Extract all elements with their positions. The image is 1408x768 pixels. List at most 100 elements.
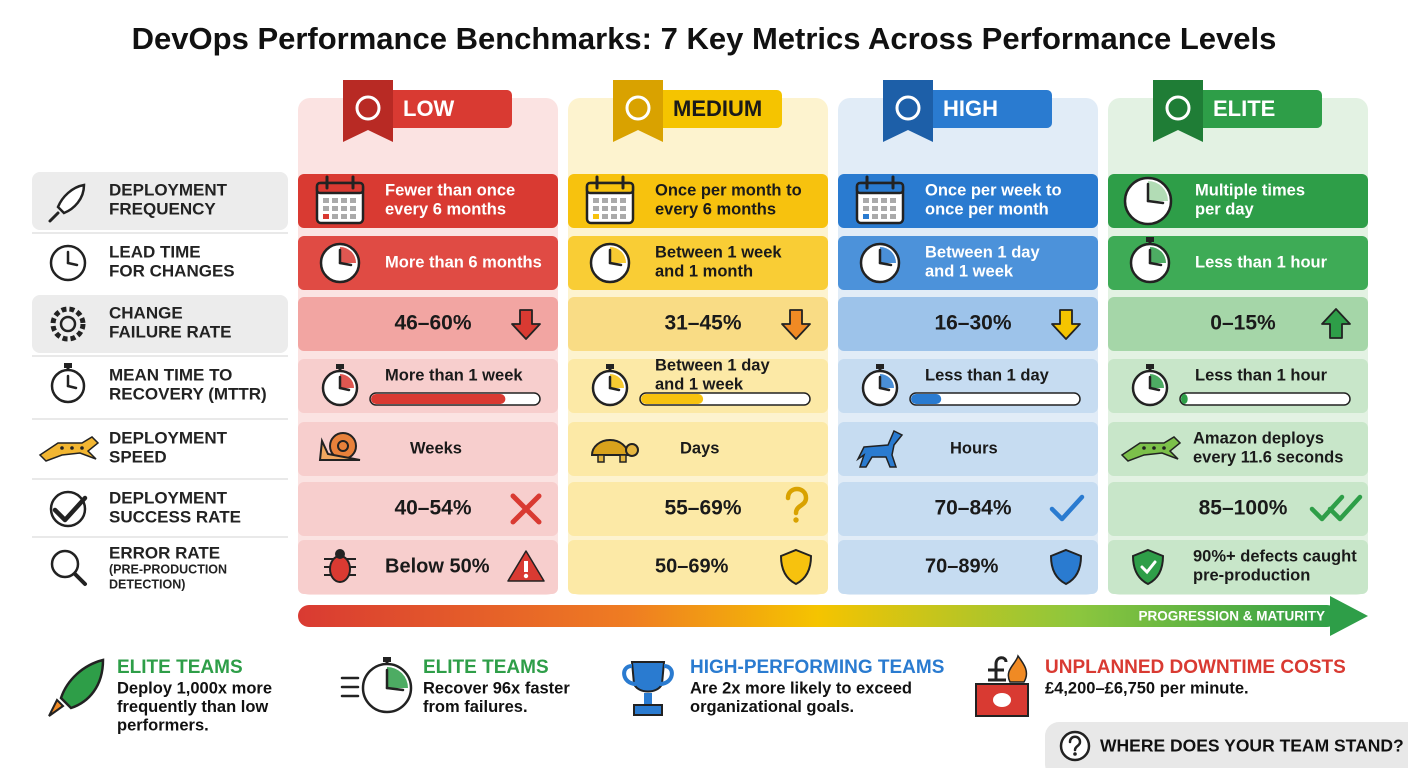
cell-text: Once per week to xyxy=(925,181,1062,199)
cell-value: 50–69% xyxy=(655,555,729,577)
snail-spiral xyxy=(337,440,349,452)
shield-body xyxy=(779,548,813,586)
cell-value: 40–54% xyxy=(394,497,471,520)
pound-sign xyxy=(988,656,1008,682)
cheetah-spot xyxy=(1162,446,1166,450)
cell-text: More than 1 week xyxy=(385,366,523,384)
level-name: LOW xyxy=(403,96,455,121)
level-tab xyxy=(628,90,782,128)
calendar-day xyxy=(341,214,347,219)
metric-label: (PRE-PRODUCTION xyxy=(109,562,227,576)
clock-hand xyxy=(66,261,79,267)
cta-question xyxy=(1068,735,1082,752)
calendar-day xyxy=(611,206,617,211)
warning-bar xyxy=(524,561,528,572)
cheetah-spot xyxy=(1142,446,1146,450)
highlight-heading: ELITE TEAMS xyxy=(423,657,549,678)
cell-text: Hours xyxy=(950,439,998,457)
calendar-day xyxy=(332,206,338,211)
level-badge-icon xyxy=(355,95,381,121)
horse-body xyxy=(856,429,904,468)
metric-icon xyxy=(50,306,86,342)
clock-icon xyxy=(861,364,899,407)
cell-text: every 11.6 seconds xyxy=(1193,448,1343,466)
calendar-day xyxy=(602,206,608,211)
clock-wedge xyxy=(610,247,626,263)
metric-cell xyxy=(1108,540,1368,594)
cta-question-dot xyxy=(1073,752,1077,756)
clock-wedge xyxy=(1150,247,1166,263)
clock-hand xyxy=(1148,386,1161,392)
stopwatch-button xyxy=(383,657,391,662)
stopwatch-button xyxy=(606,364,614,369)
cell-value: 70–89% xyxy=(925,555,999,577)
horse-icon xyxy=(856,429,904,468)
cell-text: per day xyxy=(1195,200,1255,218)
clock-wedge xyxy=(1148,181,1168,201)
level-tab xyxy=(358,90,512,128)
metric-icon xyxy=(50,363,86,404)
calendar-day xyxy=(890,198,896,203)
clock-wedge xyxy=(340,374,354,388)
cell-value: 70–84% xyxy=(934,497,1011,520)
stopwatch-button xyxy=(1146,237,1154,242)
clock-wedge xyxy=(68,249,82,263)
cell-value: 85–100% xyxy=(1199,497,1288,520)
clock-hand xyxy=(66,384,78,390)
turtle-leg xyxy=(597,454,605,463)
cell-text: Fewer than once xyxy=(385,181,515,199)
level-tab xyxy=(1168,90,1322,128)
progress-fill xyxy=(911,394,942,404)
level-badge xyxy=(883,80,933,142)
check-stroke xyxy=(1309,494,1345,522)
double-check-icon xyxy=(1309,494,1363,522)
cell-text: Between 1 day xyxy=(925,243,1040,261)
clock-wedge xyxy=(610,374,624,388)
page-title: DevOps Performance Benchmarks: 7 Key Met… xyxy=(132,21,1277,56)
cta-label: WHERE DOES YOUR TEAM STAND? xyxy=(1100,736,1404,756)
highlight-text: Deploy 1,000x more xyxy=(117,679,272,697)
trophy-handles xyxy=(622,664,674,686)
metric-cell xyxy=(1108,236,1368,290)
turtle-icon xyxy=(590,439,639,463)
cell-value: Below 50% xyxy=(385,555,490,577)
stopwatch-button xyxy=(64,363,72,368)
rocket-icon xyxy=(59,658,105,710)
cell-text: and 1 month xyxy=(655,262,753,280)
metric-icon xyxy=(49,244,87,282)
cheetah-spot xyxy=(70,446,74,450)
metric-cell xyxy=(838,482,1098,536)
clock-wedge xyxy=(880,247,896,263)
question-dot xyxy=(793,517,799,523)
check-stroke xyxy=(1049,494,1085,522)
metric-cell xyxy=(838,236,1098,290)
gear-hub xyxy=(59,315,77,333)
arrow-down-icon xyxy=(511,309,541,340)
metric-cell xyxy=(838,540,1098,594)
cell-value: 31–45% xyxy=(664,312,741,335)
calendar-day xyxy=(872,206,878,211)
calendar-day xyxy=(341,198,347,203)
level-badge-icon xyxy=(1165,95,1191,121)
bug-head xyxy=(335,549,345,559)
rocket-icon xyxy=(56,183,86,215)
clock-icon xyxy=(1131,364,1169,407)
metric-label: LEAD TIME xyxy=(109,242,201,261)
level-name: ELITE xyxy=(1213,96,1275,121)
question-hook xyxy=(785,486,809,516)
check-icon xyxy=(1049,494,1085,522)
metric-label: FOR CHANGES xyxy=(109,261,235,280)
arrow-down-icon xyxy=(781,309,811,340)
metric-cell xyxy=(298,297,558,351)
cheetah-spot xyxy=(80,446,84,450)
metric-cell xyxy=(838,422,1098,476)
clock-wedge xyxy=(880,374,894,388)
clock-hand xyxy=(338,386,351,392)
clock-hand xyxy=(878,386,891,392)
clock-icon xyxy=(859,242,901,284)
metric-cell xyxy=(1108,482,1368,536)
highlight-heading: UNPLANNED DOWNTIME COSTS xyxy=(1045,657,1346,678)
bug-icon xyxy=(324,549,356,583)
calendar-top xyxy=(855,181,905,195)
cta-button[interactable]: WHERE DOES YOUR TEAM STAND? xyxy=(1045,722,1408,768)
